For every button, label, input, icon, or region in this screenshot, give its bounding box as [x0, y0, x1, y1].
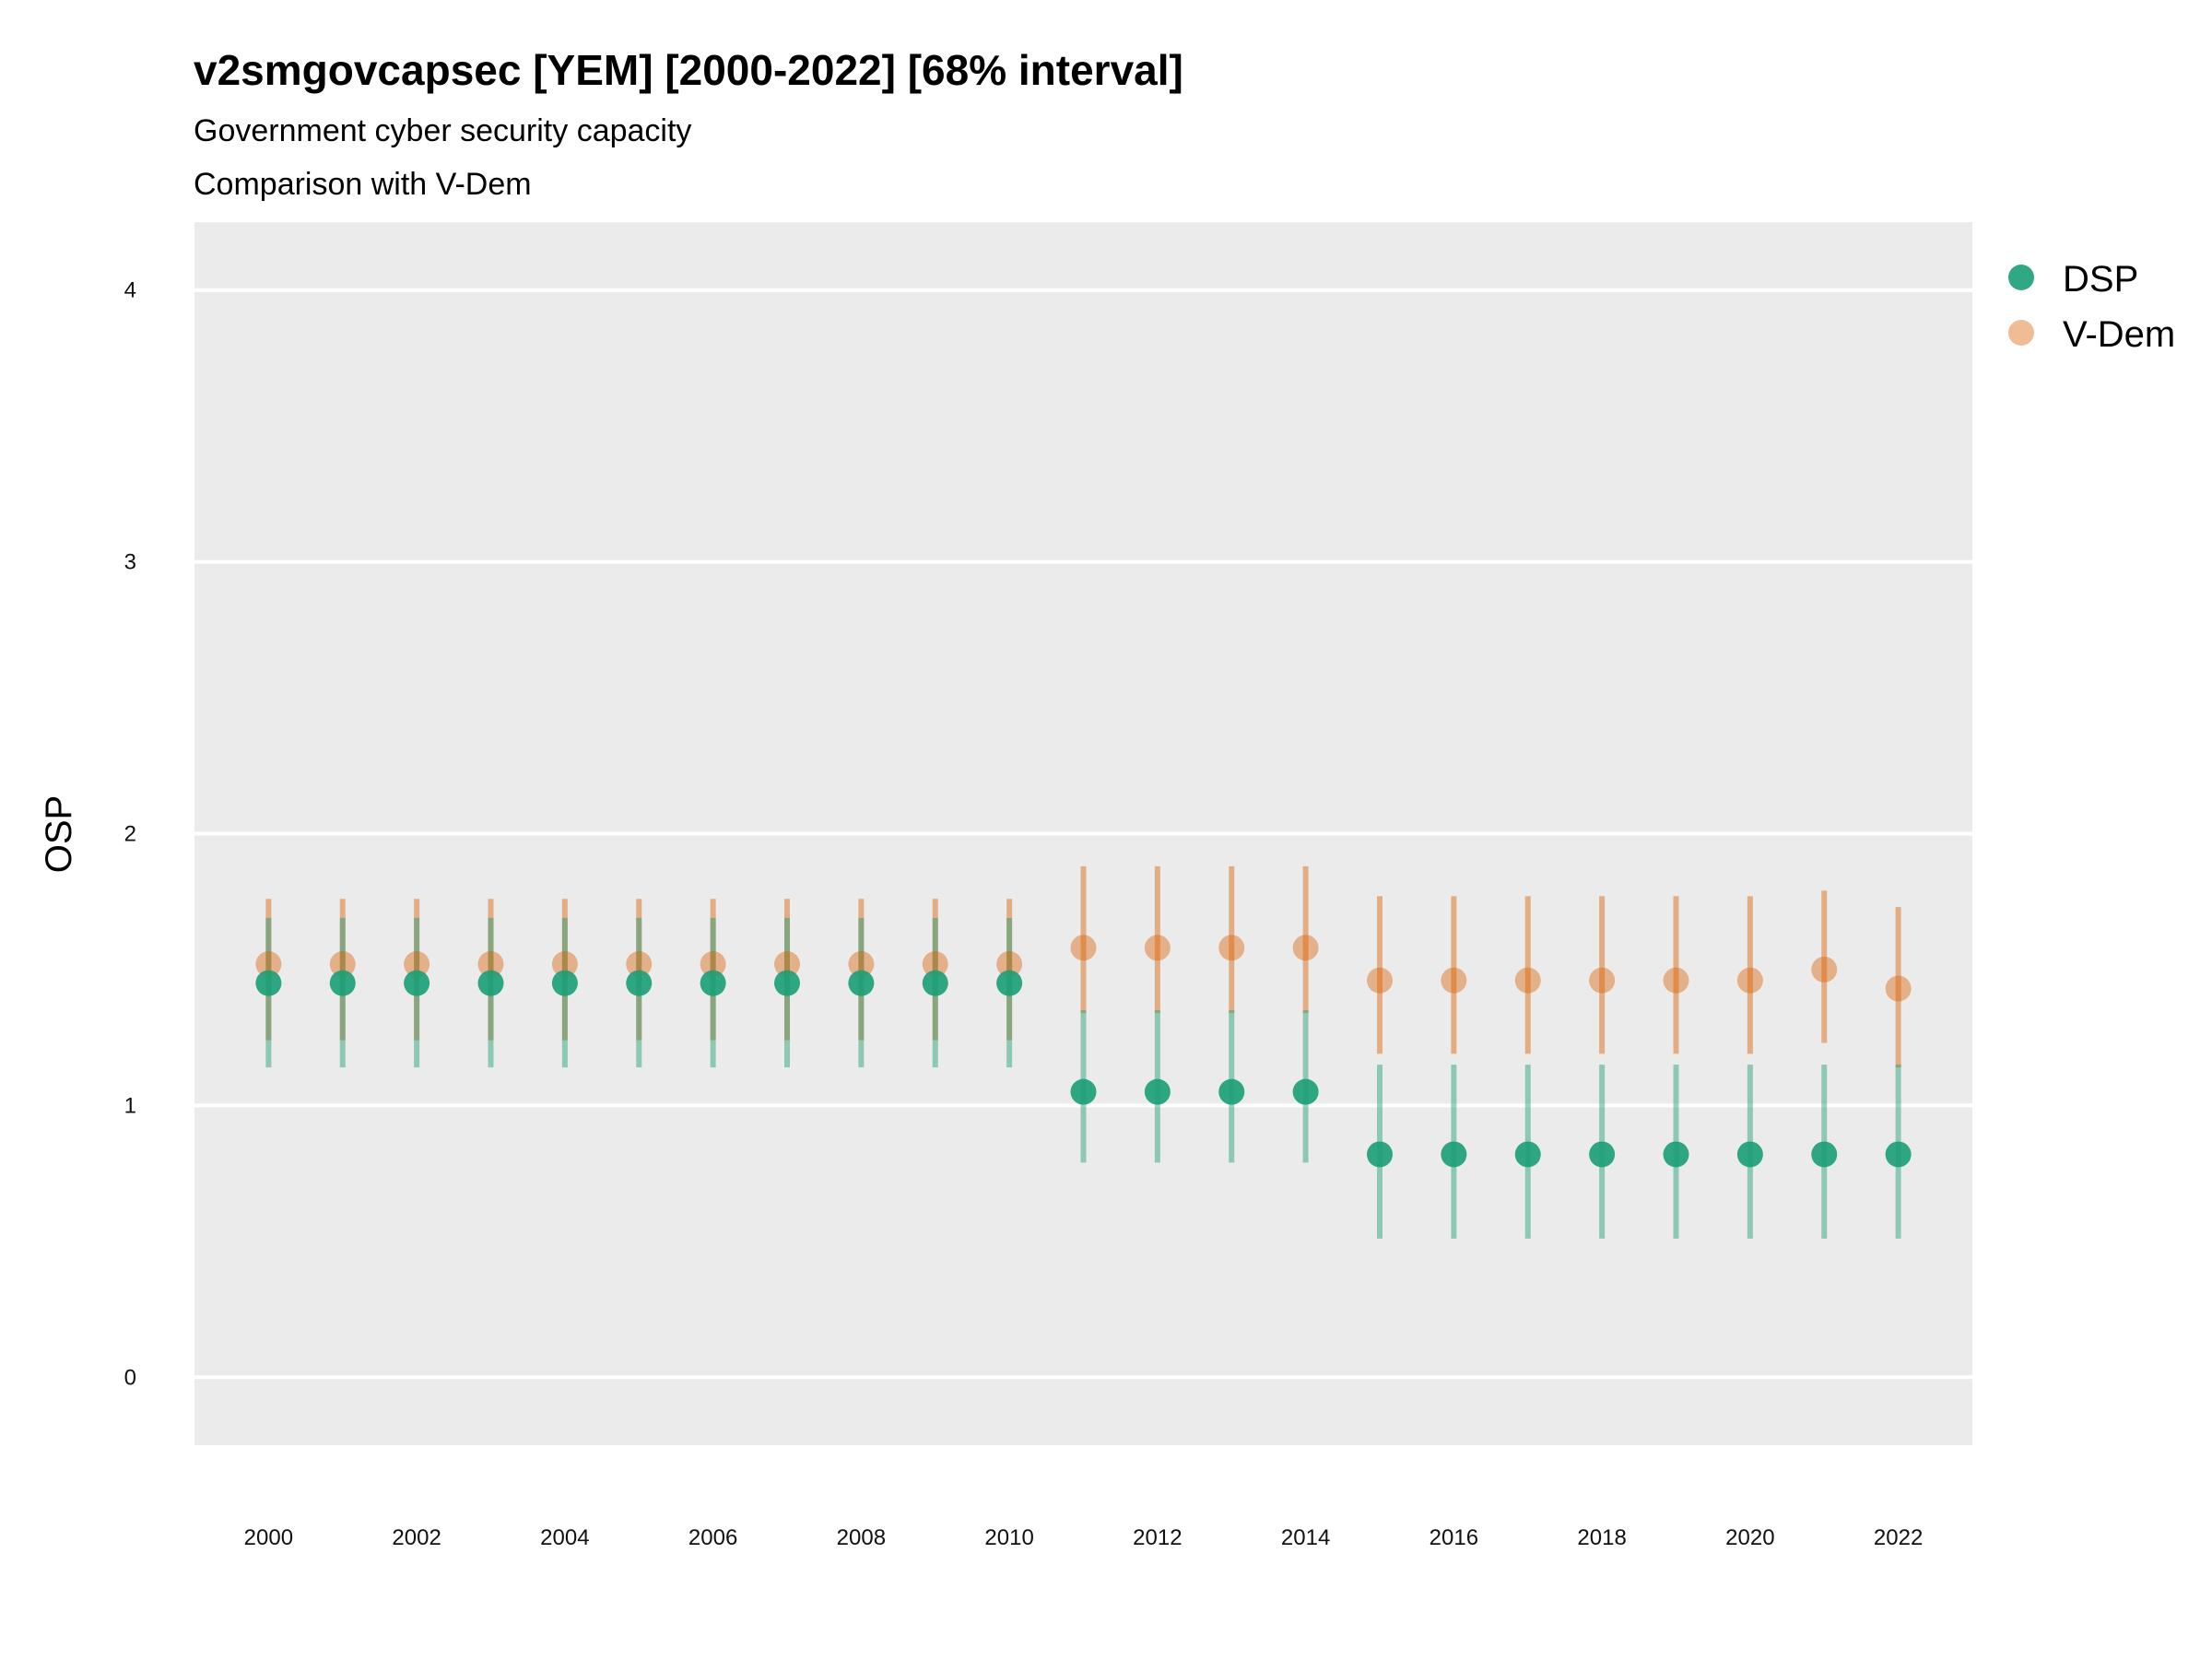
- y-tick-label-1: 1: [124, 1093, 136, 1118]
- point-v-dem-2002: [404, 951, 430, 978]
- point-v-dem-2014: [1292, 935, 1319, 961]
- point-v-dem-2010: [996, 951, 1023, 978]
- x-tick-label-2004: 2004: [540, 1525, 589, 1550]
- point-v-dem-2001: [329, 951, 356, 978]
- point-dsp-2015: [1367, 1141, 1393, 1168]
- point-v-dem-2019: [1663, 967, 1689, 994]
- point-dsp-2010: [996, 970, 1023, 996]
- x-tick-labels: 2000 2002 2004 2006 2008 2010 2012 2014 2016 2018…: [244, 1525, 1924, 1550]
- point-dsp-2018: [1589, 1141, 1616, 1168]
- x-tick-label-2008: 2008: [837, 1525, 886, 1550]
- point-dsp-2003: [477, 970, 504, 996]
- point-v-dem-2016: [1441, 967, 1467, 994]
- point-dsp-2017: [1514, 1141, 1541, 1168]
- point-dsp-2001: [329, 970, 356, 996]
- y-tick-label-3: 3: [124, 550, 136, 575]
- point-v-dem-2015: [1367, 967, 1393, 994]
- point-v-dem-2021: [1811, 956, 1838, 982]
- point-v-dem-2008: [848, 951, 875, 978]
- chart-subtitle-2: Comparison with V-Dem: [194, 167, 532, 202]
- point-dsp-2008: [848, 970, 875, 996]
- legend-label-vdem: V-Dem: [2063, 314, 2175, 355]
- point-v-dem-2011: [1070, 935, 1097, 961]
- x-tick-label-2012: 2012: [1133, 1525, 1182, 1550]
- legend-key-dsp: [2008, 265, 2034, 290]
- point-dsp-2009: [922, 970, 948, 996]
- x-tick-label-2010: 2010: [984, 1525, 1033, 1550]
- x-tick-label-2016: 2016: [1430, 1525, 1478, 1550]
- point-v-dem-2003: [477, 951, 504, 978]
- point-v-dem-2013: [1218, 935, 1245, 961]
- chart-subtitle-1: Government cyber security capacity: [194, 113, 691, 148]
- point-dsp-2005: [626, 970, 653, 996]
- x-tick-label-2018: 2018: [1577, 1525, 1626, 1550]
- point-dsp-2022: [1885, 1141, 1912, 1168]
- point-dsp-2002: [404, 970, 430, 996]
- y-tick-label-0: 0: [124, 1365, 136, 1390]
- point-dsp-2012: [1144, 1078, 1171, 1105]
- point-dsp-2016: [1441, 1141, 1467, 1168]
- x-tick-label-2000: 2000: [244, 1525, 293, 1550]
- data-points: [255, 935, 1912, 1168]
- legend: DSP V-Dem: [2008, 259, 2175, 355]
- x-tick-label-2014: 2014: [1281, 1525, 1330, 1550]
- point-dsp-2011: [1070, 1078, 1097, 1105]
- point-dsp-2000: [255, 970, 282, 996]
- y-axis-label: OSP: [39, 795, 79, 873]
- legend-label-dsp: DSP: [2063, 259, 2138, 300]
- x-tick-label-2020: 2020: [1725, 1525, 1774, 1550]
- y-tick-label-4: 4: [124, 278, 136, 303]
- point-dsp-2013: [1218, 1078, 1245, 1105]
- point-v-dem-2004: [551, 951, 578, 978]
- point-v-dem-2017: [1514, 967, 1541, 994]
- point-v-dem-2006: [700, 951, 726, 978]
- point-dsp-2006: [700, 970, 726, 996]
- point-v-dem-2018: [1589, 967, 1616, 994]
- y-tick-label-2: 2: [124, 822, 136, 847]
- point-v-dem-2000: [255, 951, 282, 978]
- legend-key-vdem: [2008, 320, 2034, 346]
- point-v-dem-2007: [774, 951, 800, 978]
- y-tick-labels: 0 1 2 3 4: [124, 278, 136, 1391]
- x-tick-label-2006: 2006: [688, 1525, 737, 1550]
- point-dsp-2014: [1292, 1078, 1319, 1105]
- point-dsp-2019: [1663, 1141, 1689, 1168]
- point-dsp-2020: [1736, 1141, 1763, 1168]
- point-v-dem-2012: [1144, 935, 1171, 961]
- point-v-dem-2020: [1736, 967, 1763, 994]
- point-dsp-2007: [774, 970, 800, 996]
- chart-title: v2smgovcapsec [YEM] [2000-2022] [68% int…: [194, 46, 1183, 94]
- point-v-dem-2005: [626, 951, 653, 978]
- x-tick-label-2002: 2002: [392, 1525, 441, 1550]
- point-dsp-2021: [1811, 1141, 1838, 1168]
- point-dsp-2004: [551, 970, 578, 996]
- grid-lines: [194, 288, 1972, 1380]
- point-v-dem-2009: [922, 951, 948, 978]
- x-tick-label-2022: 2022: [1874, 1525, 1923, 1550]
- point-v-dem-2022: [1885, 975, 1912, 1002]
